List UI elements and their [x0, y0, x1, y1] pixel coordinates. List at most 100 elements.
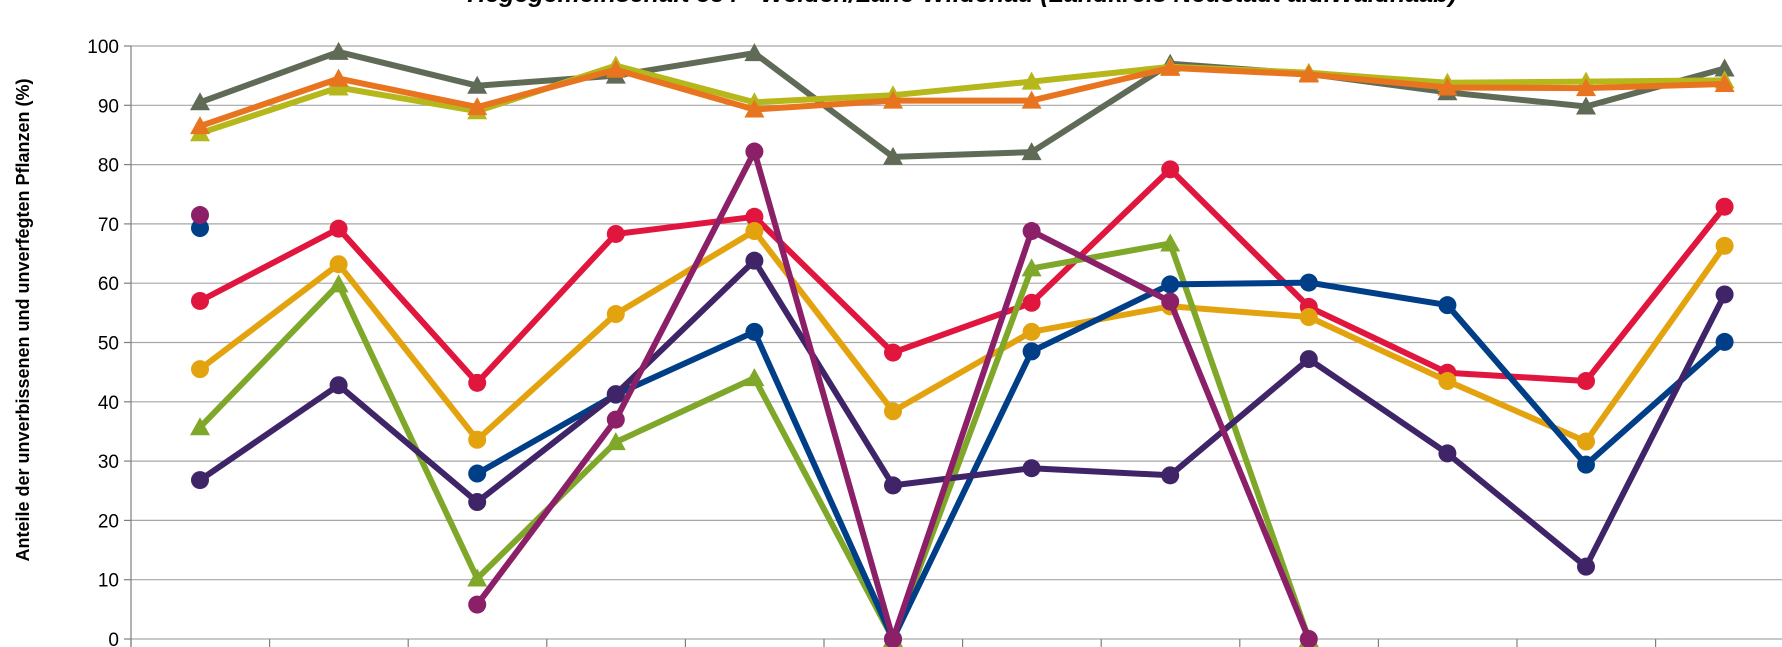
series-line	[197, 64, 1728, 130]
data-point	[1714, 74, 1735, 92]
series-line	[197, 228, 1728, 445]
data-point	[884, 402, 902, 421]
series-8	[191, 251, 1734, 576]
series-line	[474, 148, 1312, 642]
chart-title: Hegegemeinschaft 554 - Weiden/Lane-Wilde…	[467, 0, 1456, 8]
y-tick-label: 20	[98, 511, 119, 532]
y-tick-label: 10	[98, 571, 119, 592]
data-point	[468, 430, 487, 449]
series-line	[197, 48, 1728, 160]
data-point	[328, 41, 349, 60]
series-group	[190, 41, 1735, 647]
data-point	[1715, 236, 1734, 255]
data-point	[745, 322, 764, 341]
series-line	[197, 257, 1728, 570]
data-point	[190, 417, 210, 436]
data-point	[1576, 78, 1596, 97]
series-4	[191, 160, 1734, 392]
data-point	[467, 75, 488, 94]
data-point	[1160, 233, 1181, 252]
series-line	[474, 279, 1728, 642]
data-point	[1715, 197, 1734, 216]
series-5	[191, 222, 1734, 451]
data-point	[1576, 96, 1596, 115]
data-point	[884, 630, 902, 647]
y-axis-label: Anteile der unverbissenen und unverfegte…	[13, 78, 33, 561]
y-tick-label: 100	[87, 37, 119, 58]
data-point	[605, 432, 626, 451]
data-point	[329, 255, 348, 274]
data-point	[1022, 293, 1041, 312]
data-point	[468, 493, 487, 512]
data-point	[1714, 58, 1735, 77]
data-point	[1022, 342, 1041, 361]
data-point	[328, 274, 349, 293]
data-point	[1438, 444, 1457, 463]
data-point	[744, 99, 765, 118]
y-tick-label: 60	[98, 274, 119, 295]
data-point	[1577, 372, 1595, 391]
gridlines	[131, 45, 1782, 640]
series-9	[191, 142, 1318, 647]
data-point	[328, 68, 349, 87]
data-point	[745, 207, 764, 226]
data-point	[606, 224, 625, 243]
data-point	[605, 59, 626, 78]
data-point	[1160, 57, 1181, 76]
y-tick-label: 0	[108, 630, 119, 647]
data-point	[468, 464, 487, 483]
data-point	[1299, 630, 1318, 647]
data-point	[468, 595, 487, 614]
data-point	[1161, 292, 1180, 311]
data-point	[1438, 372, 1457, 391]
data-point	[1715, 285, 1734, 304]
data-point	[329, 376, 348, 395]
data-point	[744, 43, 765, 62]
data-point	[1161, 160, 1180, 179]
data-point	[1577, 432, 1595, 451]
data-point	[467, 97, 488, 116]
data-point	[606, 305, 625, 324]
y-tick-label: 40	[98, 393, 119, 414]
y-tick-label: 50	[98, 334, 119, 355]
data-point	[1438, 296, 1457, 315]
data-point	[1161, 275, 1180, 294]
data-point	[1021, 258, 1042, 277]
data-point	[883, 146, 903, 165]
data-point	[745, 222, 764, 241]
y-tick-label: 70	[98, 215, 119, 236]
x-axis	[130, 639, 1657, 647]
data-point	[1021, 90, 1042, 109]
series-line	[197, 166, 1728, 386]
data-point	[1021, 71, 1042, 90]
data-point	[744, 368, 765, 387]
data-point	[190, 92, 210, 111]
data-point	[1715, 332, 1734, 351]
data-point	[1577, 557, 1595, 576]
data-point	[329, 219, 348, 238]
series-3	[190, 57, 1735, 135]
data-point	[191, 471, 209, 490]
data-point	[468, 373, 487, 392]
data-point	[1298, 64, 1319, 83]
series-line	[197, 62, 1728, 137]
y-tick-label: 90	[98, 96, 119, 117]
data-point	[191, 360, 209, 379]
data-point	[1022, 322, 1041, 341]
data-point	[1021, 142, 1042, 161]
y-tick-label: 80	[98, 156, 119, 177]
data-point	[1299, 308, 1318, 327]
data-point	[191, 206, 209, 225]
data-point	[191, 219, 209, 238]
data-point	[606, 385, 625, 404]
data-point	[1437, 77, 1458, 96]
data-point	[467, 568, 488, 587]
y-tick-label: 30	[98, 452, 119, 473]
data-point	[745, 251, 764, 270]
data-point	[1299, 350, 1318, 369]
data-point	[1161, 466, 1180, 485]
data-point	[1022, 459, 1041, 478]
data-point	[190, 116, 210, 135]
data-point	[606, 410, 625, 429]
